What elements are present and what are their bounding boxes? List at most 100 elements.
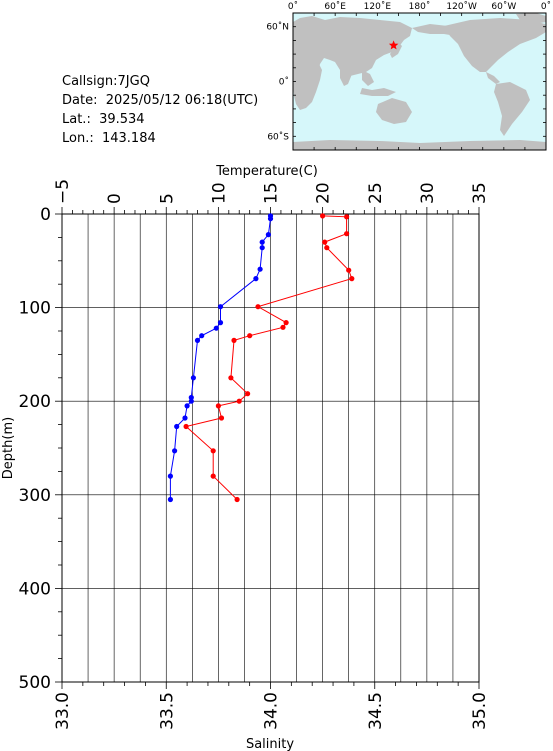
land-india: [340, 64, 352, 86]
temperature-point: [324, 245, 330, 251]
depth-tick-label: 100: [19, 299, 51, 319]
temperature-point: [228, 375, 234, 381]
temperature-tick-label: 0: [105, 193, 125, 204]
depth-tick-label: 300: [19, 486, 51, 506]
salinity-axis-label: Salinity: [246, 737, 294, 751]
lat-text: Lat.: 39.534: [62, 112, 145, 127]
depth-tick-label: 200: [19, 392, 51, 412]
salinity-point: [265, 232, 271, 238]
temperature-point: [255, 304, 261, 310]
temperature-point: [215, 403, 221, 409]
axis-ticks: [55, 207, 480, 689]
land-indonesia: [360, 88, 396, 96]
map-lon-labels: 0˚ 60˚E 120˚E 180˚ 120˚W 60˚W 0˚: [288, 1, 551, 12]
salinity-point: [194, 337, 201, 343]
station-star-icon: [388, 40, 399, 50]
salinity-point: [267, 216, 274, 222]
temperature-point: [320, 213, 326, 219]
temperature-axis-label: Temperature(C): [215, 164, 318, 179]
salinity-tick-label: 34.0: [262, 692, 282, 730]
salinity-point: [172, 448, 178, 454]
depth-tick-label: 500: [19, 673, 51, 693]
land-greenland: [516, 13, 546, 24]
temperature-point: [183, 423, 189, 430]
depth-axis-label: Depth(m): [1, 417, 16, 479]
salinity-tick-label: 33.0: [53, 692, 73, 730]
temperature-point: [346, 267, 352, 273]
salinity-point: [217, 304, 224, 310]
map-lon-label: 0˚: [288, 1, 298, 12]
salinity-point: [199, 333, 205, 339]
temperature-tick-label: 20: [314, 182, 334, 204]
salinity-point: [182, 415, 188, 421]
temperature-tick-label: 15: [262, 182, 282, 204]
temperature-point: [322, 239, 328, 245]
salinity-point: [167, 473, 173, 479]
land-central-america: [486, 72, 500, 84]
series-layer: [167, 213, 355, 503]
map-lon-label: 60˚W: [491, 1, 516, 12]
temperature-line: [185, 215, 353, 500]
salinity-point: [253, 276, 259, 282]
lon-text: Lon.: 143.184: [62, 131, 156, 146]
temperature-tick-label: 5: [157, 193, 177, 204]
map-lat-labels: 60˚N 0˚ 60˚S: [266, 22, 289, 143]
salinity-point: [259, 239, 265, 245]
temperature-point: [247, 333, 253, 339]
profile-plot: −5 0 5 10 15 20 25 30 35 33.0 33.5 34.0 34.5 35.0 01…: [1, 164, 490, 751]
station-info: Callsign:7JGQ Date: 2025/05/12 06:18(UTC…: [62, 72, 258, 148]
salinity-point: [188, 394, 194, 401]
land-japan: [390, 42, 402, 58]
temperature-point: [283, 320, 289, 326]
salinity-point: [257, 266, 263, 272]
land-se-asia: [362, 70, 374, 86]
temperature-tick-label: 25: [366, 182, 386, 204]
salinity-point: [167, 496, 173, 503]
temperature-point: [231, 337, 237, 343]
depth-tick-label: 400: [19, 579, 51, 599]
land-south-america: [494, 82, 530, 136]
temperature-point: [349, 276, 355, 282]
map-lat-label: 60˚S: [267, 131, 289, 142]
depth-tick-labels: 0 100 200 300 400 500: [19, 205, 51, 693]
map-lat-label: 60˚N: [266, 22, 289, 33]
salinity-tick-label: 33.5: [157, 692, 177, 730]
salinity-point: [184, 403, 190, 409]
salinity-line: [169, 215, 271, 500]
map-lon-label: 120˚W: [446, 1, 477, 12]
temperature-point: [344, 214, 350, 220]
salinity-tick-labels: 33.0 33.5 34.0 34.5 35.0: [53, 692, 490, 730]
station-marker-icon: [388, 40, 399, 50]
temperature-point: [280, 324, 286, 330]
temperature-point: [210, 448, 216, 454]
salinity-point: [213, 325, 219, 331]
date-text: Date: 2025/05/12 06:18(UTC): [62, 93, 259, 108]
land-australia: [376, 98, 412, 124]
temperature-point: [236, 398, 242, 404]
world-map: 0˚ 60˚E 120˚E 180˚ 120˚W 60˚W 0˚ 60˚N 0˚ 60˚S: [266, 1, 551, 151]
map-land: [293, 13, 546, 150]
salinity-point: [174, 423, 180, 430]
salinity-point: [188, 398, 194, 404]
map-lon-label: 180˚: [409, 1, 431, 12]
map-ticks: [292, 12, 547, 151]
temperature-tick-label: −5: [53, 179, 73, 204]
salinity-point: [259, 245, 265, 251]
temperature-point: [344, 231, 350, 237]
temperature-tick-labels: −5 0 5 10 15 20 25 30 35: [53, 179, 490, 204]
salinity-point: [190, 375, 196, 381]
salinity-tick-label: 34.5: [366, 692, 386, 730]
temperature-point: [218, 415, 225, 421]
land-north-america: [444, 18, 546, 72]
map-lon-label: 0˚: [541, 1, 551, 12]
salinity-tick-label: 35.0: [470, 692, 490, 730]
map-lon-label: 120˚E: [364, 1, 392, 12]
map-lat-label: 0˚: [279, 77, 289, 88]
depth-tick-label: 0: [40, 205, 51, 225]
temperature-tick-label: 35: [470, 182, 490, 204]
temperature-point: [245, 391, 251, 397]
salinity-point: [217, 320, 224, 326]
land-africa: [293, 58, 322, 110]
grid: [61, 213, 480, 683]
